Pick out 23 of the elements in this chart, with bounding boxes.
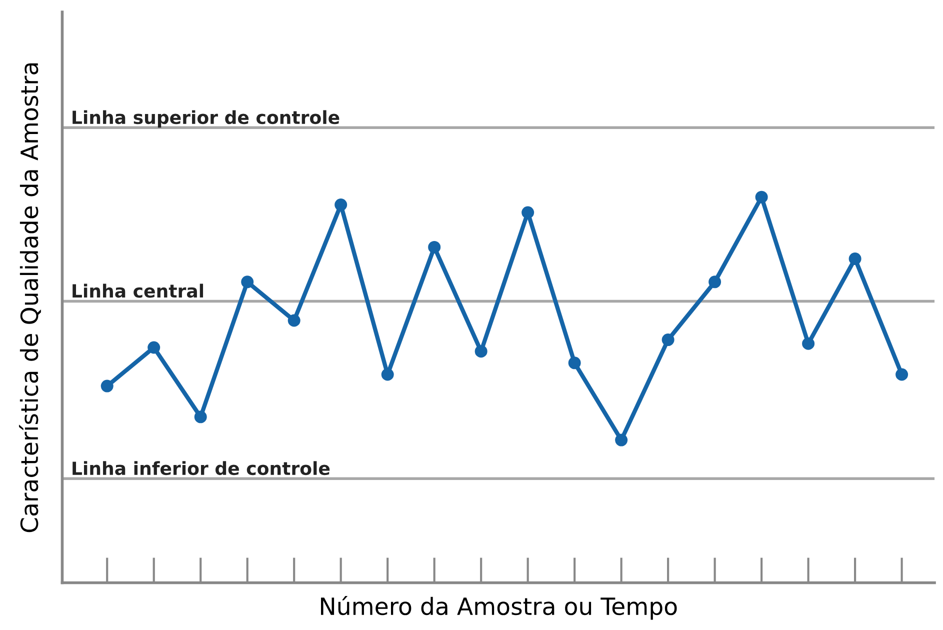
point — [848, 252, 862, 266]
point — [381, 368, 394, 381]
x-axis-title: Número da Amostra ou Tempo — [321, 596, 677, 620]
point — [662, 334, 674, 346]
point — [755, 190, 768, 204]
ref-line-label: Linha central — [72, 284, 204, 298]
y-axis-title: Característica de Qualidade da Amostra — [19, 63, 41, 532]
point — [708, 276, 722, 288]
point — [802, 337, 815, 350]
ref-line-label: Linha inferior de controle — [72, 461, 330, 476]
ref-line-label: Linha superior de controle — [72, 110, 340, 128]
point — [615, 434, 628, 446]
point — [896, 368, 908, 381]
point — [522, 206, 534, 219]
point — [100, 380, 114, 392]
point — [568, 356, 581, 370]
point — [288, 314, 300, 327]
point — [428, 240, 441, 254]
point — [474, 345, 488, 358]
point — [334, 198, 348, 212]
point — [148, 341, 160, 354]
point — [241, 276, 254, 288]
point — [194, 410, 207, 424]
